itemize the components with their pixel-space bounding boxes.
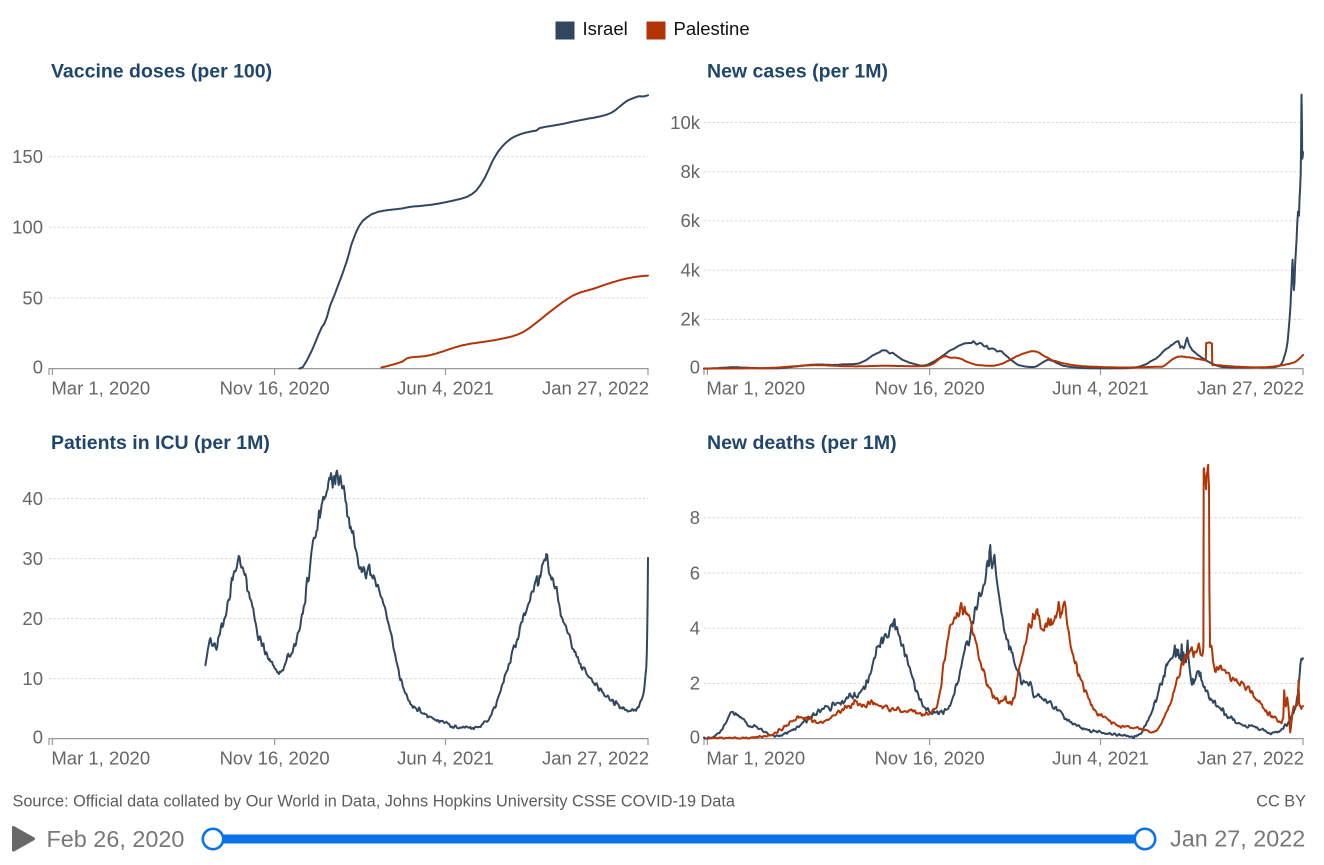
svg-text:Jan 27, 2022: Jan 27, 2022 — [1197, 378, 1304, 399]
svg-text:Jan 27, 2022: Jan 27, 2022 — [542, 748, 649, 769]
svg-text:Mar 1, 2020: Mar 1, 2020 — [51, 378, 150, 399]
svg-text:Mar 1, 2020: Mar 1, 2020 — [706, 378, 805, 399]
svg-text:6k: 6k — [680, 210, 700, 231]
svg-text:Vaccine doses (per 100): Vaccine doses (per 100) — [51, 61, 272, 83]
svg-text:0: 0 — [33, 727, 43, 748]
svg-text:10k: 10k — [670, 112, 701, 133]
svg-text:50: 50 — [22, 287, 43, 308]
svg-text:20: 20 — [22, 608, 43, 629]
svg-text:0: 0 — [690, 357, 700, 378]
svg-text:Jun 4, 2021: Jun 4, 2021 — [397, 378, 494, 399]
svg-text:40: 40 — [22, 488, 43, 509]
svg-text:CC BY: CC BY — [1256, 793, 1306, 811]
svg-text:4k: 4k — [680, 260, 700, 281]
svg-text:Patients in ICU (per 1M): Patients in ICU (per 1M) — [51, 432, 270, 454]
svg-text:150: 150 — [12, 146, 43, 167]
svg-text:4: 4 — [690, 618, 700, 639]
svg-text:Nov 16, 2020: Nov 16, 2020 — [875, 378, 985, 399]
svg-text:0: 0 — [33, 357, 43, 378]
svg-text:2: 2 — [690, 673, 700, 694]
svg-text:10: 10 — [22, 668, 43, 689]
svg-text:Jan 27, 2022: Jan 27, 2022 — [542, 378, 649, 399]
svg-text:Nov 16, 2020: Nov 16, 2020 — [220, 748, 330, 769]
svg-text:Jun 4, 2021: Jun 4, 2021 — [397, 748, 494, 769]
svg-text:30: 30 — [22, 548, 43, 569]
svg-text:Mar 1, 2020: Mar 1, 2020 — [51, 748, 150, 769]
svg-text:Palestine: Palestine — [674, 18, 750, 39]
svg-text:Jun 4, 2021: Jun 4, 2021 — [1052, 748, 1149, 769]
svg-text:8: 8 — [690, 507, 700, 528]
svg-text:2k: 2k — [680, 309, 700, 330]
svg-text:0: 0 — [690, 727, 700, 748]
svg-text:100: 100 — [12, 217, 43, 238]
svg-text:Source: Official data collated: Source: Official data collated by Our Wo… — [13, 793, 736, 811]
svg-text:Jan 27, 2022: Jan 27, 2022 — [1170, 826, 1305, 852]
svg-text:Feb 26, 2020: Feb 26, 2020 — [47, 826, 185, 852]
svg-text:Nov 16, 2020: Nov 16, 2020 — [220, 378, 330, 399]
svg-text:Mar 1, 2020: Mar 1, 2020 — [706, 748, 805, 769]
svg-text:New deaths (per 1M): New deaths (per 1M) — [707, 432, 897, 454]
svg-text:6: 6 — [690, 562, 700, 583]
svg-text:Nov 16, 2020: Nov 16, 2020 — [875, 748, 985, 769]
svg-text:Israel: Israel — [583, 18, 628, 39]
svg-text:Jan 27, 2022: Jan 27, 2022 — [1197, 748, 1304, 769]
svg-text:New cases (per 1M): New cases (per 1M) — [707, 61, 888, 83]
svg-text:8k: 8k — [680, 161, 700, 182]
svg-text:Jun 4, 2021: Jun 4, 2021 — [1052, 378, 1149, 399]
